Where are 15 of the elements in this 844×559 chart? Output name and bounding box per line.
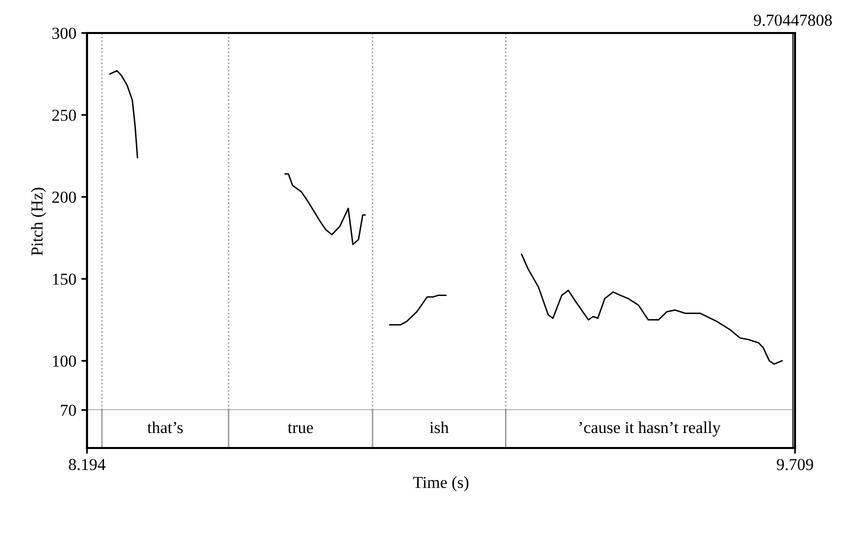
text: that’s [147, 421, 183, 434]
ref-line-label: 9.70447808 [754, 14, 832, 26]
y-tick-label: 300 [52, 28, 76, 39]
text: ish [430, 421, 449, 434]
y-tick-label: 70 [61, 404, 76, 416]
y-axis-title: Pitch (Hz) [30, 188, 46, 256]
x-tick-label: 8.194 [68, 458, 106, 470]
text: ’cause it hasn’t really [579, 421, 721, 437]
y-tick-label: 250 [52, 110, 76, 121]
y-tick-label: 100 [53, 356, 76, 367]
y-tick-label: 150 [53, 274, 76, 285]
x-axis-title: Time (s) [413, 476, 468, 492]
x-tick-label: 9.709 [776, 458, 814, 470]
text: true [288, 424, 313, 434]
y-tick-label: 200 [52, 192, 76, 203]
